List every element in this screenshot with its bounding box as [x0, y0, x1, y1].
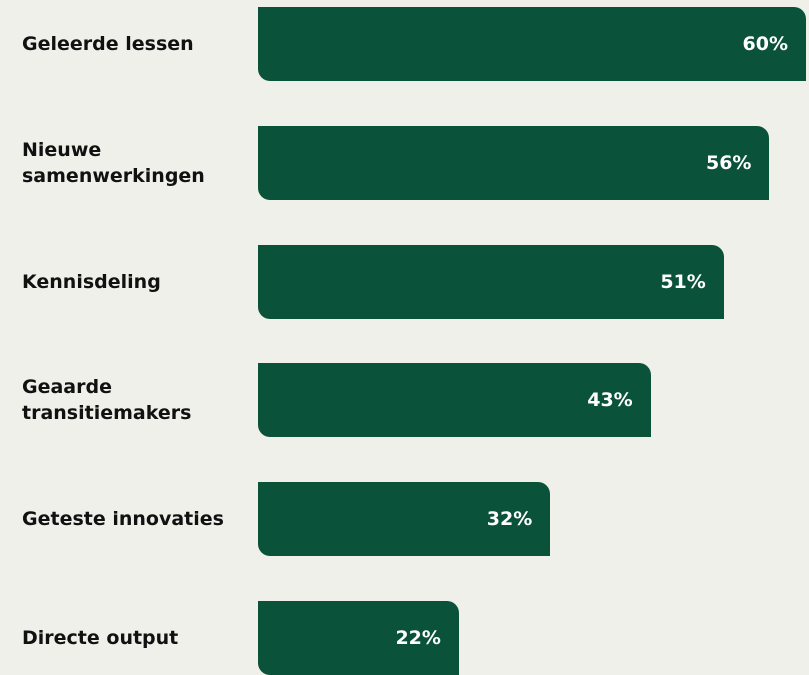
category-label: Kennisdeling — [22, 270, 161, 293]
category-label: Geaarde transitiemakers — [22, 376, 192, 425]
bar: 43% — [258, 363, 651, 438]
category-label: Geteste innovaties — [22, 508, 224, 531]
value-label: 32% — [486, 508, 533, 531]
value-label: 56% — [705, 151, 752, 174]
value-label: 43% — [587, 389, 633, 412]
value-label: 51% — [660, 270, 706, 293]
value-label: 60% — [742, 33, 788, 55]
bar: 60% — [258, 7, 806, 81]
category-label: Directe output — [22, 627, 179, 649]
value-label: 22% — [395, 627, 441, 649]
bar: 22% — [258, 601, 459, 675]
bar: 51% — [258, 244, 724, 319]
category-label: Nieuwe samenwerkingen — [22, 138, 205, 187]
category-label: Geleerde lessen — [22, 33, 194, 55]
bar: 56% — [258, 125, 770, 200]
bar: 32% — [258, 482, 551, 557]
